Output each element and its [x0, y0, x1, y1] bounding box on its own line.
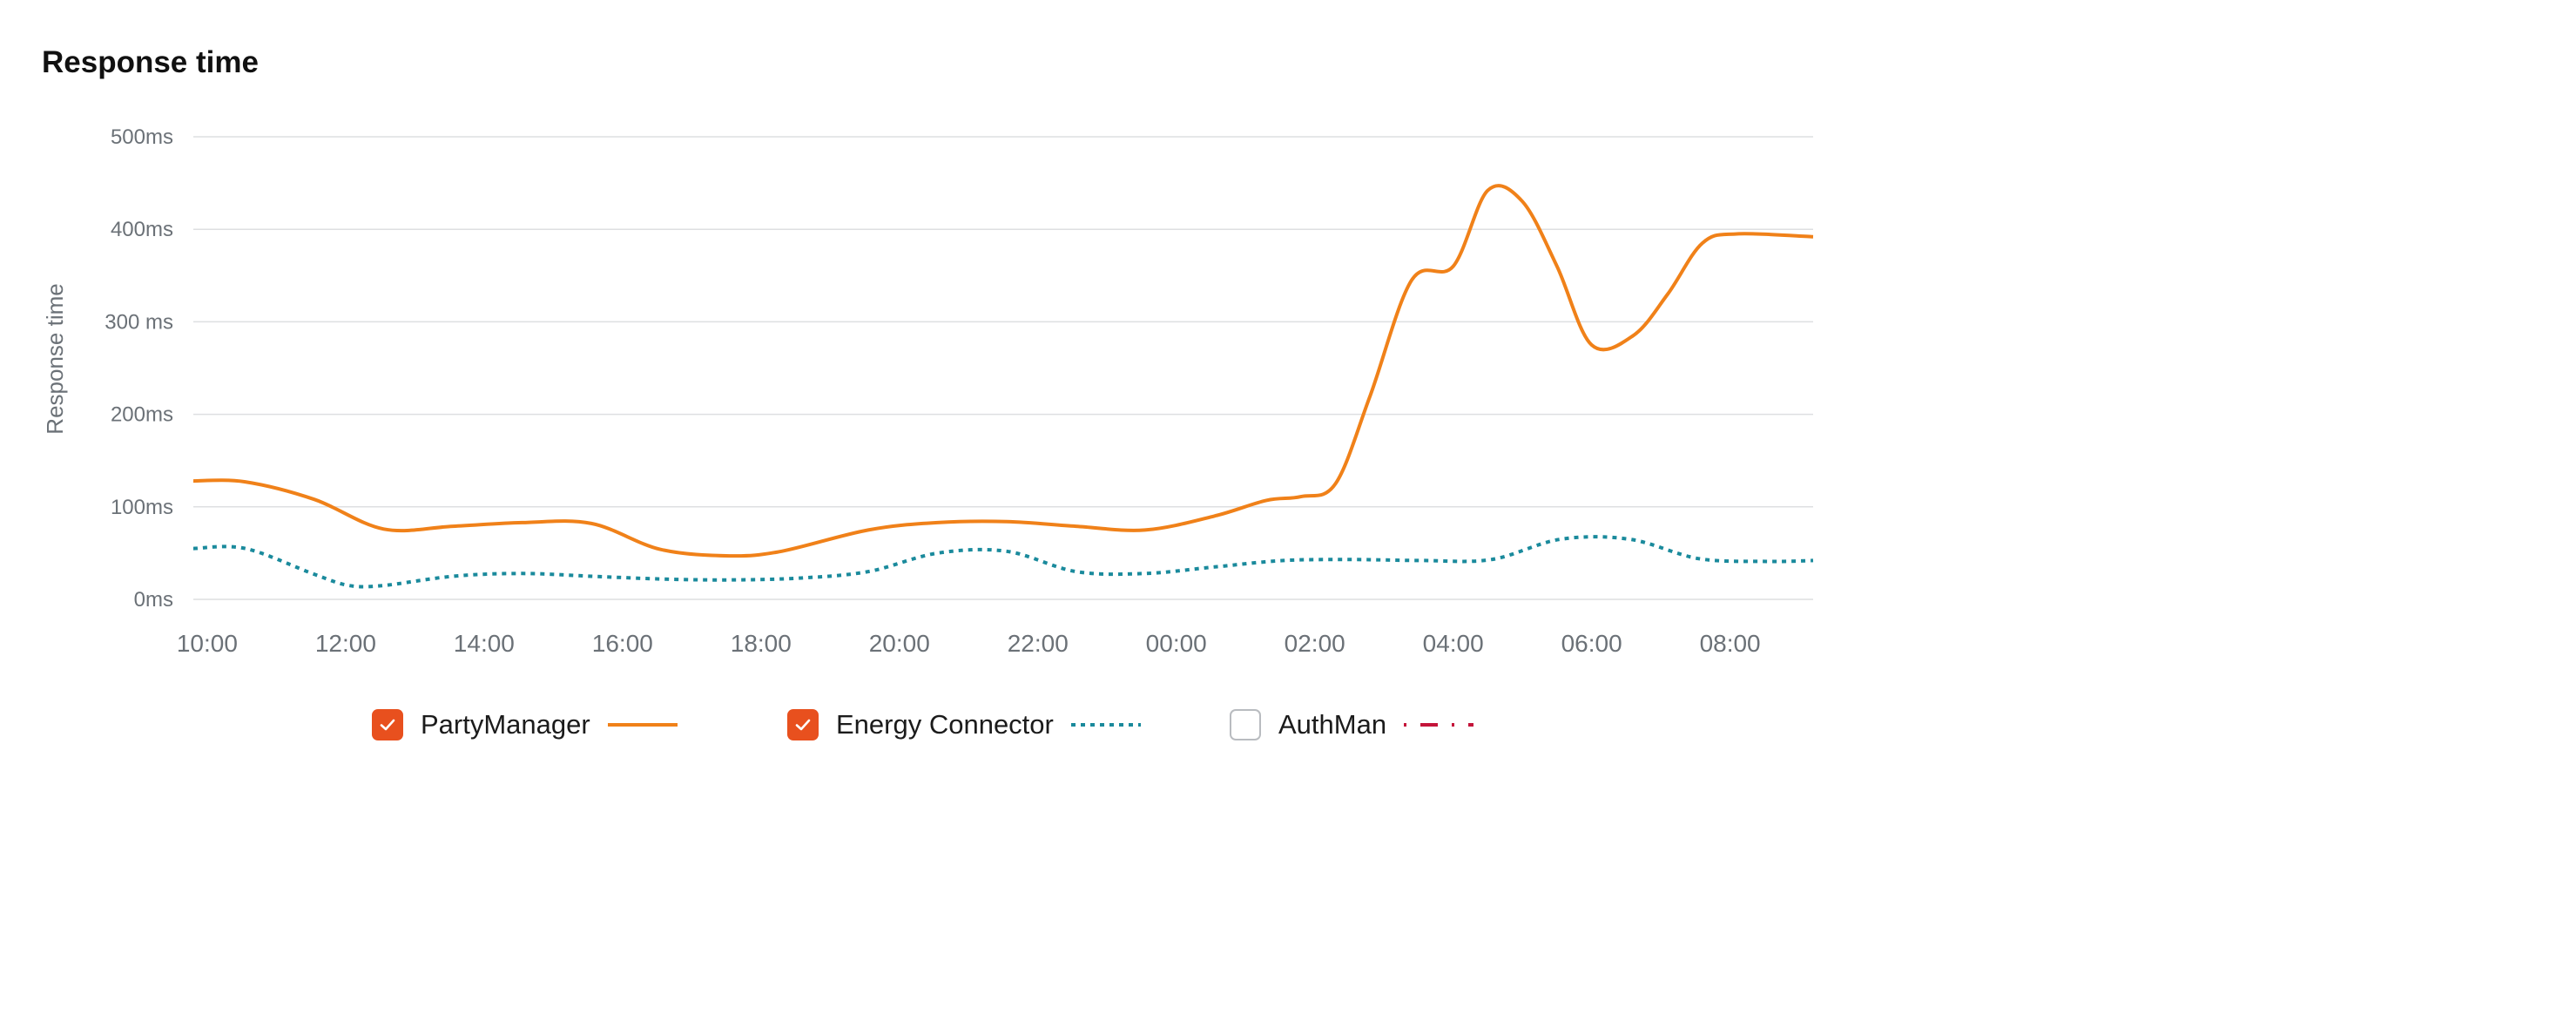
legend-label: Energy Connector [836, 709, 1054, 740]
x-tick-label: 18:00 [731, 630, 792, 657]
y-axis-label: Response time [42, 283, 68, 434]
x-tick-label: 10:00 [177, 630, 238, 657]
legend-item-authman[interactable]: AuthMan [1230, 704, 1475, 746]
legend-item-energy-connector[interactable]: Energy Connector [787, 704, 1143, 746]
x-tick-label: 22:00 [1008, 630, 1069, 657]
x-tick-label: 02:00 [1285, 630, 1345, 657]
legend-checkbox[interactable] [372, 709, 403, 740]
legend-checkbox[interactable] [1230, 709, 1261, 740]
x-tick-label: 06:00 [1561, 630, 1622, 657]
y-tick-label: 500ms [111, 125, 173, 149]
x-tick-label: 12:00 [315, 630, 376, 657]
y-tick-label: 100ms [111, 496, 173, 519]
x-tick-label: 04:00 [1423, 630, 1484, 657]
series-lines [192, 184, 1814, 589]
legend-swatch [1070, 723, 1141, 727]
y-tick-label: 300 ms [105, 310, 173, 334]
legend-swatch [607, 723, 678, 727]
chart-title: Response time [42, 45, 259, 79]
response-time-chart: 0ms 100ms 200ms 300 ms 400ms 500ms 10:00 12:00… [42, 125, 1814, 657]
legend-label: AuthMan [1278, 709, 1387, 740]
y-tick-label: 200ms [111, 403, 173, 427]
x-tick-label: 08:00 [1700, 630, 1761, 657]
series-line-partymanager [192, 184, 1814, 558]
legend-label: PartyManager [421, 709, 590, 740]
x-axis-ticks: 10:00 12:00 14:00 16:00 18:00 20:00 22:00 00:00… [177, 630, 1761, 657]
check-icon [795, 719, 811, 731]
x-tick-label: 00:00 [1146, 630, 1207, 657]
y-tick-label: 400ms [111, 218, 173, 241]
series-line-energy-connector [192, 535, 1814, 589]
check-icon [380, 719, 395, 731]
grid [193, 136, 1813, 600]
y-tick-label: 0ms [134, 588, 173, 612]
x-tick-label: 16:00 [592, 630, 653, 657]
legend-item-partymanager[interactable]: PartyManager [372, 704, 679, 746]
x-tick-label: 20:00 [869, 630, 930, 657]
legend: PartyManager Energy Connector AuthMan [0, 704, 2576, 746]
legend-checkbox[interactable] [787, 709, 819, 740]
y-axis-ticks: 0ms 100ms 200ms 300 ms 400ms 500ms [105, 125, 173, 612]
legend-swatch [1404, 723, 1474, 727]
x-tick-label: 14:00 [454, 630, 515, 657]
